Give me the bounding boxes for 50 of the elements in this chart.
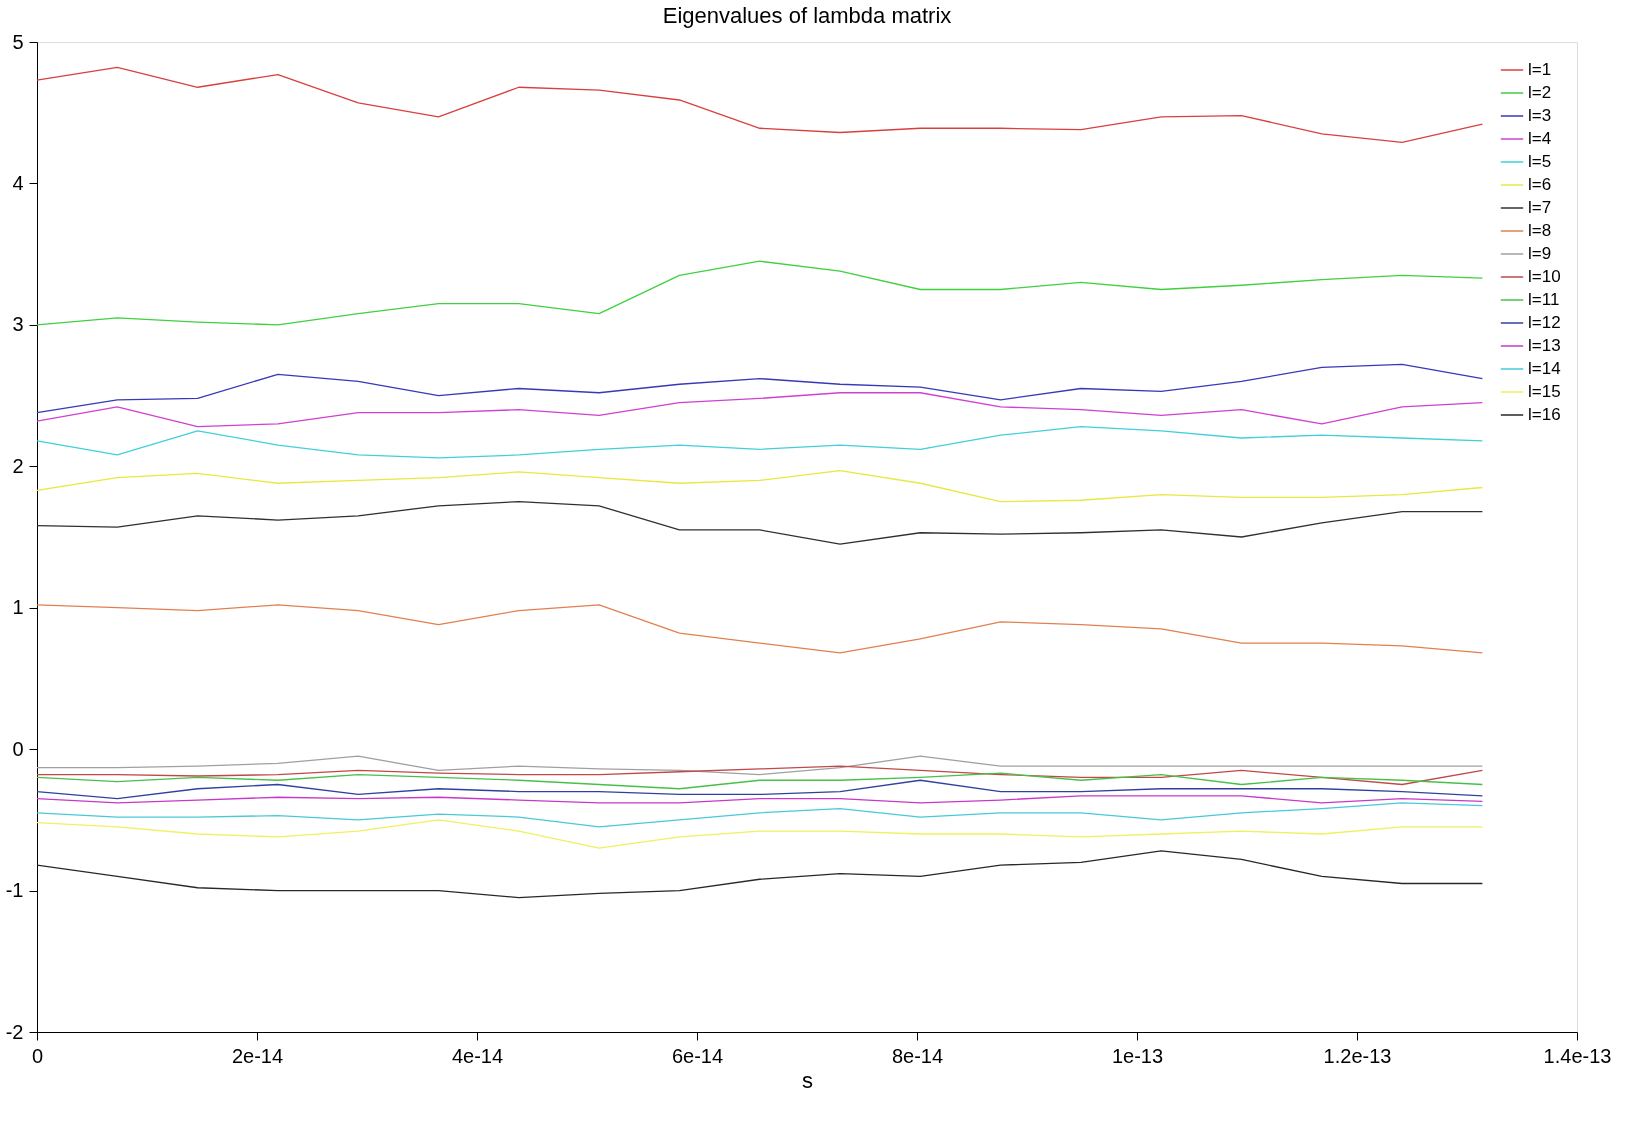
legend-label: l=7 <box>1528 198 1552 217</box>
line-series <box>36 469 1484 503</box>
legend-label: l=13 <box>1528 336 1561 355</box>
y-tick-label: 5 <box>12 30 24 53</box>
line-series <box>36 779 1484 800</box>
y-tick-label: 4 <box>12 171 24 194</box>
line-series <box>36 850 1484 899</box>
line-series <box>36 426 1484 459</box>
line-series <box>36 819 1484 849</box>
legend-label: l=5 <box>1528 152 1552 171</box>
line-series <box>36 802 1484 828</box>
y-tick-label: -1 <box>5 879 24 902</box>
x-tick-label: 8e-14 <box>891 1044 944 1067</box>
x-tick-label: 4e-14 <box>451 1044 504 1067</box>
line-series <box>36 795 1484 804</box>
legend-label: l=12 <box>1528 313 1561 332</box>
y-tick-label: -2 <box>5 1020 24 1043</box>
legend-label: l=15 <box>1528 382 1561 401</box>
y-tick-label: 3 <box>12 313 24 336</box>
legend-label: l=10 <box>1528 267 1561 286</box>
legend-label: l=6 <box>1528 175 1552 194</box>
legend-label: l=11 <box>1528 290 1560 309</box>
line-series <box>36 260 1484 326</box>
legend-label: l=8 <box>1528 221 1552 240</box>
legend-label: l=4 <box>1528 129 1552 148</box>
line-series <box>36 392 1484 428</box>
x-tick-label: 1e-13 <box>1111 1044 1164 1067</box>
legend-label: l=1 <box>1528 60 1552 79</box>
x-axis-title: s <box>802 1067 813 1093</box>
x-tick-label: 0 <box>31 1044 44 1067</box>
legend-label: l=2 <box>1528 83 1552 102</box>
legend-label: l=9 <box>1528 244 1552 263</box>
x-tick-label: 6e-14 <box>671 1044 724 1067</box>
line-series <box>36 66 1484 144</box>
line-series <box>36 500 1484 545</box>
line-series <box>36 772 1484 790</box>
legend-label: l=16 <box>1528 405 1561 424</box>
y-tick-label: 0 <box>12 737 24 760</box>
line-series <box>36 755 1484 776</box>
y-tick-label: 2 <box>12 454 24 477</box>
x-tick-label: 1.2e-13 <box>1323 1044 1392 1067</box>
x-tick-label: 2e-14 <box>231 1044 284 1067</box>
line-series <box>36 604 1484 654</box>
line-series <box>36 765 1484 786</box>
chart-title: Eigenvalues of lambda matrix <box>662 3 952 28</box>
y-tick-label: 1 <box>12 596 24 619</box>
x-tick-label: 1.4e-13 <box>1543 1044 1612 1067</box>
legend-label: l=3 <box>1528 106 1552 125</box>
legend-label: l=14 <box>1528 359 1561 378</box>
line-series <box>36 363 1484 414</box>
